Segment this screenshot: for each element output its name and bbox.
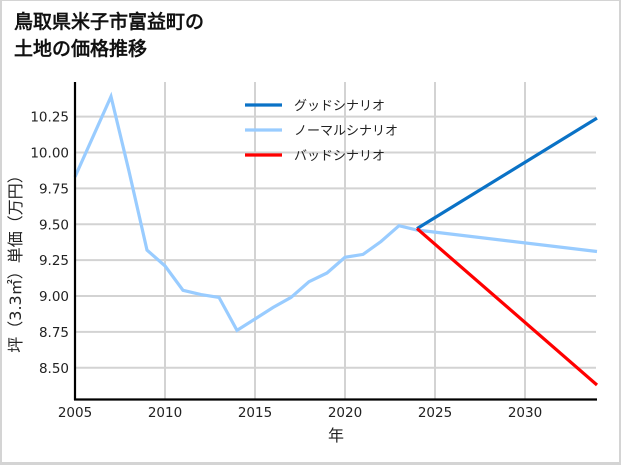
series-line-0	[416, 116, 598, 230]
y-tick-labels: 8.50 8.75 9.00 9.25 9.50 9.75 10.00 10.25	[30, 110, 69, 377]
y-tick-label: 10.00	[30, 146, 69, 162]
y-tick-label: 9.50	[39, 217, 69, 233]
y-tick-label: 8.50	[39, 361, 69, 377]
x-axis-label: 年	[328, 426, 344, 445]
x-tick-label: 2030	[508, 405, 542, 421]
y-tick-label: 9.25	[39, 253, 69, 269]
x-tick-label: 2020	[328, 405, 362, 421]
chart-title-line2: 土地の価格推移	[14, 38, 148, 60]
x-tick-label: 2010	[148, 405, 182, 421]
x-tick-label: 2015	[238, 405, 272, 421]
y-tick-label: 9.00	[39, 289, 69, 305]
legend-label: バッドシナリオ	[294, 149, 385, 164]
axes	[73, 82, 597, 401]
series-line-1	[73, 91, 598, 333]
y-tick-label: 10.25	[30, 110, 69, 126]
chart-title-line1: 鳥取県米子市富益町の	[14, 11, 205, 33]
legend-label: ノーマルシナリオ	[294, 124, 398, 139]
legend-label: グッドシナリオ	[294, 99, 385, 114]
x-tick-labels: 2005 2010 2015 2020 2025 2030	[58, 405, 542, 421]
grid-lines	[75, 82, 596, 399]
chart-title: 鳥取県米子市富益町の 土地の価格推移	[14, 9, 204, 63]
y-tick-label: 8.75	[39, 325, 69, 341]
data-series	[73, 91, 599, 387]
series-line-2	[415, 227, 599, 387]
x-tick-label: 2005	[58, 405, 92, 421]
y-axis-label: 坪（3.3㎡）単価（万円）	[6, 167, 25, 352]
x-tick-label: 2025	[418, 405, 452, 421]
y-tick-label: 9.75	[39, 181, 69, 197]
